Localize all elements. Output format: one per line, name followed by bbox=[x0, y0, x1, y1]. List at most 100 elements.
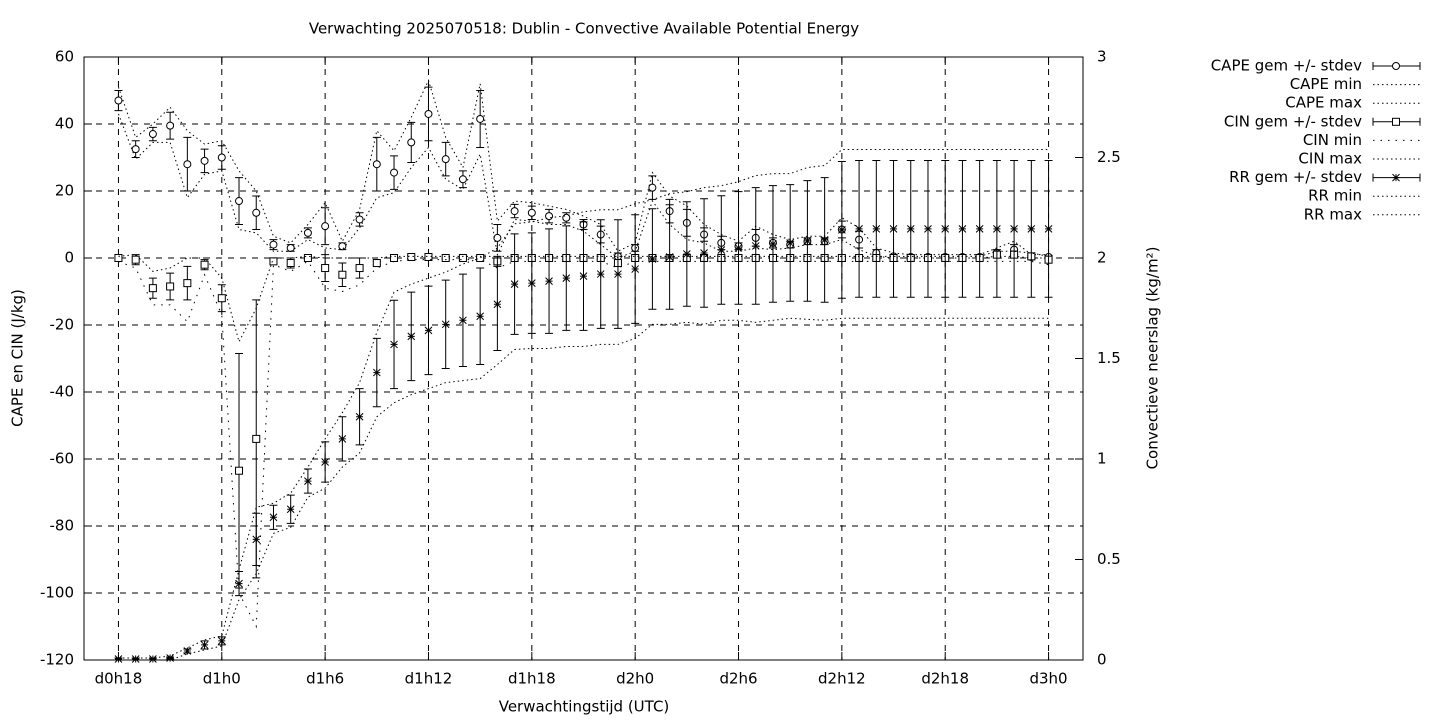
marker bbox=[510, 207, 519, 216]
marker bbox=[269, 240, 278, 249]
marker bbox=[700, 249, 708, 257]
marker bbox=[200, 260, 209, 269]
x-tick-label: d0h18 bbox=[95, 670, 143, 688]
legend-marker bbox=[1392, 117, 1400, 126]
marker bbox=[407, 332, 416, 341]
y2-tick-label: 1 bbox=[1097, 450, 1107, 468]
marker bbox=[303, 254, 312, 262]
marker bbox=[769, 240, 777, 248]
marker bbox=[183, 160, 192, 169]
marker bbox=[355, 412, 364, 421]
marker bbox=[579, 272, 588, 280]
marker bbox=[252, 535, 261, 544]
legend-label: CAPE gem +/- stdev bbox=[1211, 57, 1362, 75]
x-tick-label: d1h18 bbox=[508, 670, 556, 688]
marker bbox=[390, 168, 399, 177]
y2-tick-label: 3 bbox=[1097, 48, 1107, 66]
y-tick-label: -60 bbox=[50, 450, 75, 468]
y-tick-label: 0 bbox=[64, 249, 74, 267]
marker bbox=[148, 130, 157, 139]
marker bbox=[562, 274, 571, 282]
marker bbox=[217, 153, 226, 162]
marker bbox=[751, 242, 760, 250]
marker bbox=[924, 225, 932, 233]
marker bbox=[906, 225, 915, 233]
marker bbox=[545, 277, 553, 285]
marker bbox=[493, 233, 502, 242]
marker bbox=[304, 477, 312, 485]
plot-frame bbox=[83, 56, 1084, 661]
marker bbox=[631, 265, 640, 273]
range-line bbox=[118, 148, 1049, 659]
marker bbox=[372, 160, 381, 169]
marker bbox=[803, 237, 812, 245]
marker bbox=[114, 254, 123, 262]
marker bbox=[269, 257, 278, 266]
marker bbox=[338, 242, 347, 251]
marker bbox=[476, 312, 485, 321]
legend-label: CIN min bbox=[1303, 131, 1362, 149]
marker bbox=[458, 254, 467, 262]
marker bbox=[786, 239, 795, 247]
marker bbox=[217, 637, 226, 645]
marker bbox=[149, 655, 157, 663]
marker bbox=[614, 270, 622, 278]
marker bbox=[407, 252, 416, 261]
marker bbox=[269, 513, 278, 522]
marker bbox=[958, 225, 967, 233]
marker bbox=[114, 655, 123, 663]
marker bbox=[441, 254, 450, 262]
marker bbox=[286, 243, 295, 252]
marker bbox=[424, 252, 433, 261]
marker bbox=[665, 253, 674, 261]
marker bbox=[235, 579, 243, 588]
marker bbox=[459, 316, 467, 325]
marker bbox=[114, 96, 123, 105]
marker bbox=[407, 138, 416, 147]
y2-axis-label: Convectieve neerslag (kg/m²) bbox=[1144, 247, 1162, 470]
marker bbox=[527, 208, 536, 217]
x-tick-label: d2h0 bbox=[616, 670, 654, 688]
legend-label: CIN max bbox=[1298, 150, 1362, 168]
marker bbox=[355, 264, 364, 273]
y-tick-label: 20 bbox=[55, 182, 74, 200]
marker bbox=[303, 228, 312, 237]
marker bbox=[321, 458, 329, 466]
marker bbox=[338, 435, 347, 443]
marker bbox=[993, 225, 1001, 233]
marker bbox=[321, 264, 330, 273]
x-tick-label: d1h12 bbox=[405, 670, 453, 688]
marker bbox=[476, 114, 485, 123]
marker bbox=[424, 326, 433, 335]
marker bbox=[200, 641, 209, 649]
x-tick-label: d2h12 bbox=[818, 670, 866, 688]
y-axis-label: CAPE en CIN (J/kg) bbox=[9, 289, 27, 427]
marker bbox=[476, 254, 485, 262]
legend-label: CAPE min bbox=[1290, 75, 1362, 93]
y-tick-label: -20 bbox=[50, 316, 75, 334]
marker bbox=[648, 183, 657, 192]
marker bbox=[872, 225, 881, 233]
y2-tick-label: 0.5 bbox=[1097, 550, 1121, 568]
marker bbox=[390, 254, 399, 262]
marker bbox=[252, 208, 261, 217]
legend-label: CIN gem +/- stdev bbox=[1224, 112, 1362, 130]
marker bbox=[252, 434, 261, 443]
y2-tick-label: 2 bbox=[1097, 249, 1107, 267]
marker bbox=[286, 505, 295, 514]
marker bbox=[527, 279, 536, 287]
marker bbox=[372, 368, 381, 377]
marker bbox=[286, 259, 295, 268]
marker bbox=[148, 284, 157, 293]
marker bbox=[131, 145, 140, 154]
x-tick-label: d2h6 bbox=[719, 670, 757, 688]
legend-label: RR gem +/- stdev bbox=[1229, 168, 1362, 186]
y-tick-label: -120 bbox=[40, 651, 74, 669]
legend-label: CAPE max bbox=[1285, 94, 1362, 112]
marker bbox=[838, 226, 846, 234]
y-tick-label: 60 bbox=[55, 48, 74, 66]
marker bbox=[166, 121, 175, 130]
marker bbox=[441, 155, 450, 164]
marker bbox=[372, 259, 381, 268]
